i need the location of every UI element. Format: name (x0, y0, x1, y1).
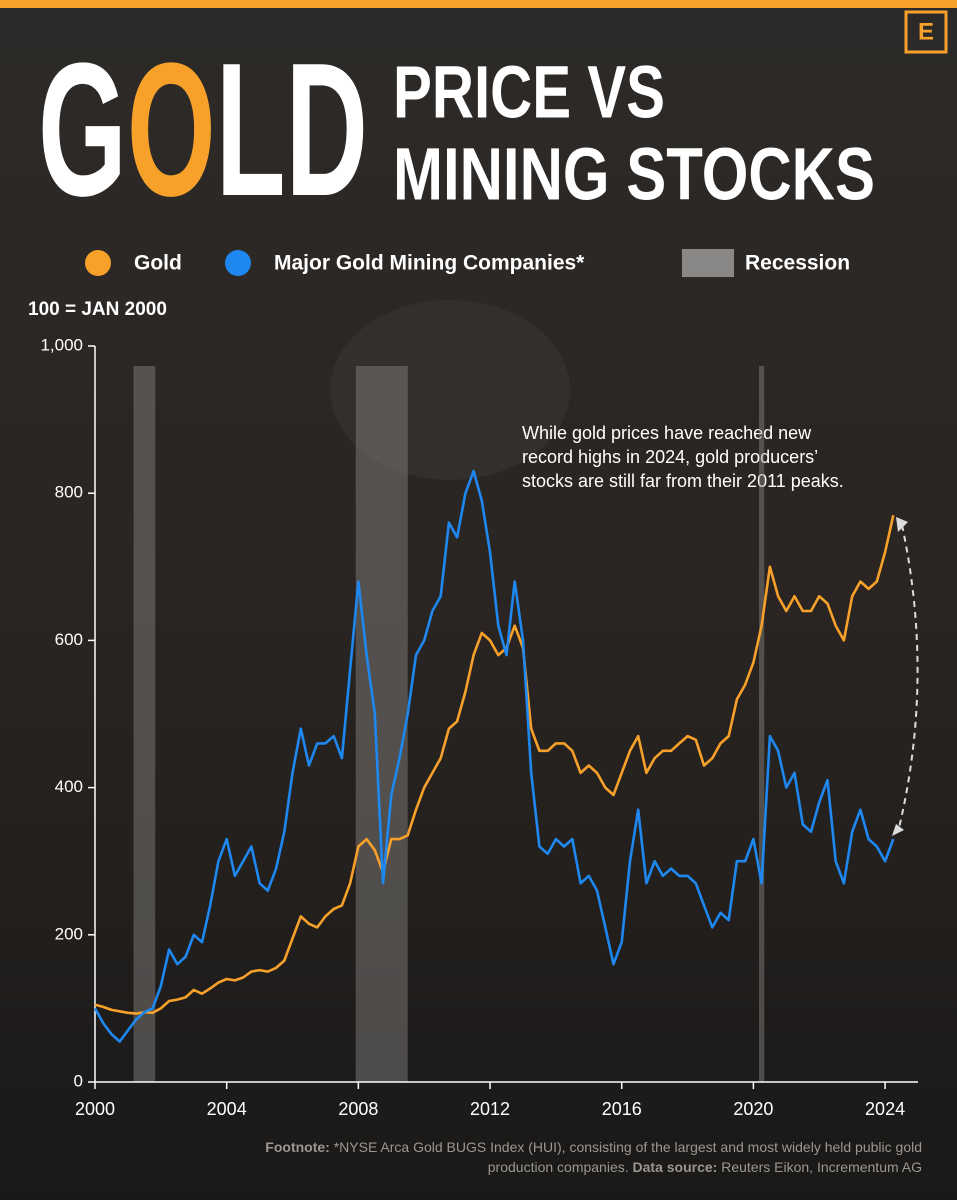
x-tick-label: 2024 (865, 1099, 905, 1119)
annotation: While gold prices have reached new (522, 423, 812, 443)
x-tick-label: 2008 (338, 1099, 378, 1119)
annotation: record highs in 2024, gold producers’ (522, 447, 818, 467)
annotation: stocks are still far from their 2011 pea… (522, 471, 844, 491)
brand: E (918, 18, 934, 45)
y-tick-label: 800 (55, 483, 83, 502)
legend-label: Major Gold Mining Companies* (274, 252, 585, 275)
top-bar (0, 0, 957, 8)
annotation-arrow (897, 524, 919, 833)
series-line (93, 469, 895, 1043)
y-tick-label: 400 (55, 777, 83, 796)
x-tick-label: 2012 (470, 1099, 510, 1119)
source-label: Data source: (632, 1159, 718, 1175)
footnote-label: Footnote: (265, 1139, 330, 1155)
photo-shade (330, 300, 570, 480)
y-tick-label: 200 (55, 924, 83, 943)
legend-swatch (682, 249, 734, 277)
footnote-text: *NYSE Arca Gold BUGS Index (HUI), consis… (333, 1139, 922, 1175)
legend-swatch (85, 250, 111, 276)
x-tick-label: 2016 (602, 1099, 642, 1119)
recession-band (133, 366, 156, 1082)
title-line: MINING STOCKS (393, 133, 875, 216)
y-axis-label: 100 = JAN 2000 (28, 299, 167, 320)
title-line: PRICE VS (393, 51, 665, 134)
chart-title: GOLD (38, 24, 368, 236)
recession-band (355, 366, 408, 1082)
legend-label: Gold (134, 252, 182, 275)
x-tick-label: 2000 (75, 1099, 115, 1119)
source: Reuters Eikon, Incrementum AG (721, 1159, 922, 1175)
y-tick-label: 1,000 (40, 335, 83, 354)
footnote: Footnote: *NYSE Arca Gold BUGS Index (HU… (200, 1137, 922, 1177)
brand-box (904, 10, 948, 54)
legend-swatch (225, 250, 251, 276)
recession-band (758, 366, 765, 1082)
legend-label: Recession (745, 252, 850, 275)
x-tick-label: 2020 (733, 1099, 773, 1119)
y-tick-label: 0 (74, 1071, 83, 1090)
x-tick-label: 2004 (207, 1099, 247, 1119)
series-line (94, 515, 895, 1015)
y-tick-label: 600 (55, 630, 83, 649)
